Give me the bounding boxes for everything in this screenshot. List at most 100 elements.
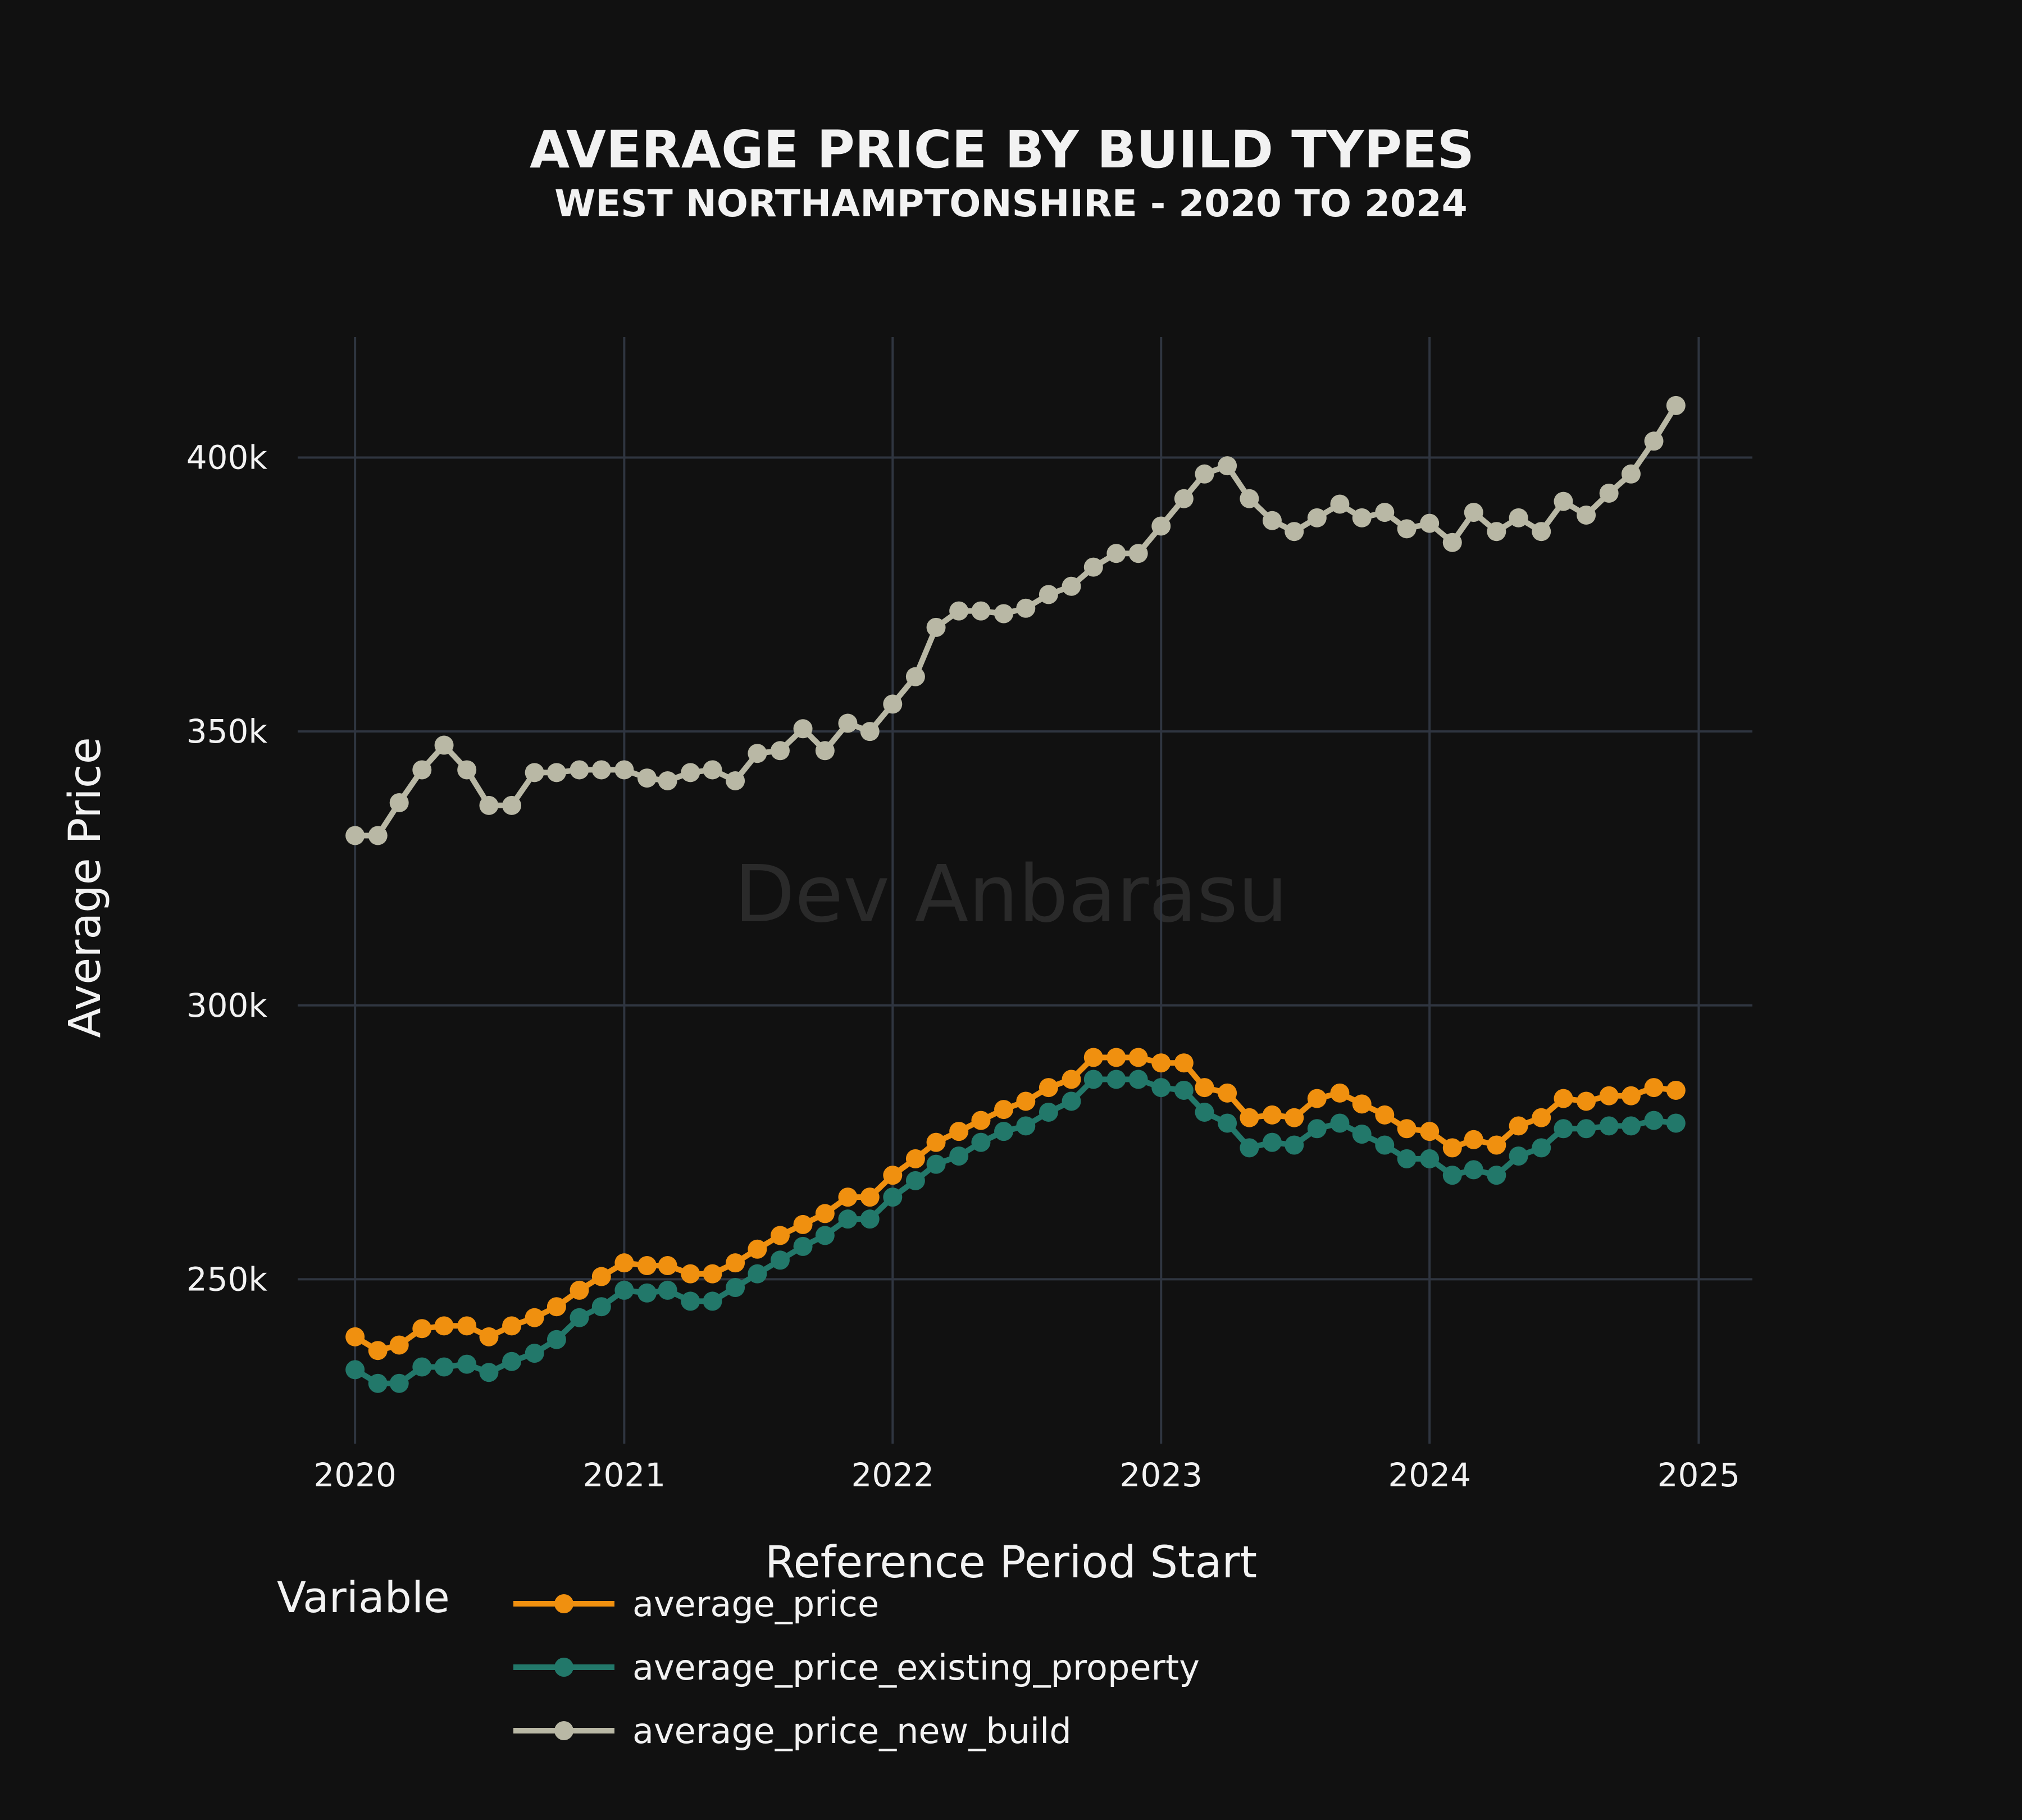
data-point	[1262, 1105, 1282, 1125]
data-point	[345, 1327, 365, 1346]
data-point	[793, 719, 813, 739]
data-point	[1307, 508, 1327, 527]
legend-item[interactable]: average_price_existing_property	[513, 1647, 1200, 1688]
data-point	[1106, 1048, 1126, 1067]
data-point	[1307, 1119, 1327, 1139]
legend-swatch-marker	[554, 1721, 573, 1740]
y-tick-label: 300k	[186, 986, 268, 1025]
grid-layer	[298, 337, 1752, 1444]
x-tick-label: 2025	[1657, 1456, 1741, 1494]
data-point	[1240, 1108, 1259, 1127]
data-point	[748, 1264, 767, 1284]
data-point	[434, 1357, 454, 1377]
data-point	[368, 826, 388, 845]
data-point	[368, 1341, 388, 1361]
data-point	[1577, 1119, 1596, 1139]
chart-subtitle: WEST NORTHAMPTONSHIRE - 2020 TO 2024	[554, 182, 1467, 225]
legend-item[interactable]: average_price	[513, 1584, 879, 1625]
legend-item[interactable]: average_price_new_build	[513, 1710, 1072, 1751]
data-point	[994, 1122, 1014, 1141]
data-point	[860, 722, 880, 741]
data-point	[971, 1132, 991, 1152]
data-point	[1330, 1113, 1350, 1133]
data-point	[793, 1236, 813, 1256]
data-point	[1083, 1070, 1103, 1089]
data-point	[1083, 557, 1103, 577]
data-point	[1621, 464, 1641, 484]
data-point	[1554, 492, 1573, 511]
data-point	[547, 1297, 566, 1317]
data-point	[1420, 1149, 1440, 1168]
legend-label: average_price_new_build	[632, 1710, 1072, 1751]
data-point	[1218, 1083, 1237, 1103]
data-point	[1577, 505, 1596, 525]
data-point	[926, 1154, 946, 1174]
data-point	[1285, 522, 1304, 542]
data-point	[1352, 1124, 1372, 1144]
data-point	[1375, 1135, 1395, 1155]
data-point	[1487, 522, 1506, 542]
data-point	[1016, 1091, 1036, 1111]
data-point	[1554, 1119, 1573, 1139]
data-point	[1397, 519, 1417, 539]
data-point	[1240, 1138, 1259, 1158]
series-average-price-new-build	[345, 395, 1686, 845]
data-point	[1599, 483, 1619, 503]
data-point	[457, 760, 477, 780]
data-point	[614, 1253, 634, 1273]
data-point	[1062, 1070, 1081, 1089]
data-point	[412, 760, 432, 780]
data-point	[815, 741, 835, 761]
data-point	[815, 1204, 835, 1223]
data-point	[1106, 544, 1126, 563]
data-point	[883, 694, 903, 714]
data-point	[1218, 1113, 1237, 1133]
data-point	[1666, 1080, 1686, 1100]
data-point	[570, 1308, 589, 1327]
data-point	[412, 1357, 432, 1377]
data-point	[1352, 508, 1372, 527]
data-point	[1195, 464, 1214, 484]
data-point	[570, 760, 589, 780]
data-point	[703, 1291, 722, 1311]
data-point	[905, 667, 925, 686]
data-point	[1487, 1166, 1506, 1185]
data-point	[502, 795, 522, 815]
legend-swatch-marker	[554, 1658, 573, 1677]
x-tick-label: 2020	[313, 1456, 397, 1494]
data-point	[883, 1166, 903, 1185]
data-point	[838, 1187, 858, 1207]
data-point	[1128, 1048, 1148, 1067]
data-point	[658, 1256, 677, 1276]
data-point	[1262, 511, 1282, 530]
data-point	[1397, 1149, 1417, 1168]
data-point	[389, 1335, 409, 1355]
data-point	[1621, 1086, 1641, 1105]
data-point	[457, 1354, 477, 1374]
data-point	[1218, 456, 1237, 476]
data-point	[926, 1132, 946, 1152]
data-point	[905, 1149, 925, 1168]
data-point	[1644, 1078, 1664, 1098]
data-point	[1285, 1135, 1304, 1155]
data-point	[1016, 1116, 1036, 1136]
data-point	[1330, 1083, 1350, 1103]
data-point	[525, 1308, 544, 1327]
data-point	[1666, 1113, 1686, 1133]
data-point	[748, 744, 767, 763]
data-point	[614, 760, 634, 780]
data-point	[1442, 1138, 1462, 1158]
data-point	[1487, 1135, 1506, 1155]
data-point	[1352, 1094, 1372, 1114]
data-point	[1532, 1138, 1551, 1158]
data-point	[1174, 1053, 1194, 1073]
data-point	[1509, 1116, 1528, 1136]
data-point	[1577, 1091, 1596, 1111]
x-tick-label: 2021	[583, 1456, 666, 1494]
data-point	[591, 1267, 611, 1286]
data-point	[1062, 1091, 1081, 1111]
data-point	[748, 1239, 767, 1259]
data-point	[1644, 1111, 1664, 1130]
data-point	[1532, 1108, 1551, 1127]
data-point	[525, 1344, 544, 1363]
